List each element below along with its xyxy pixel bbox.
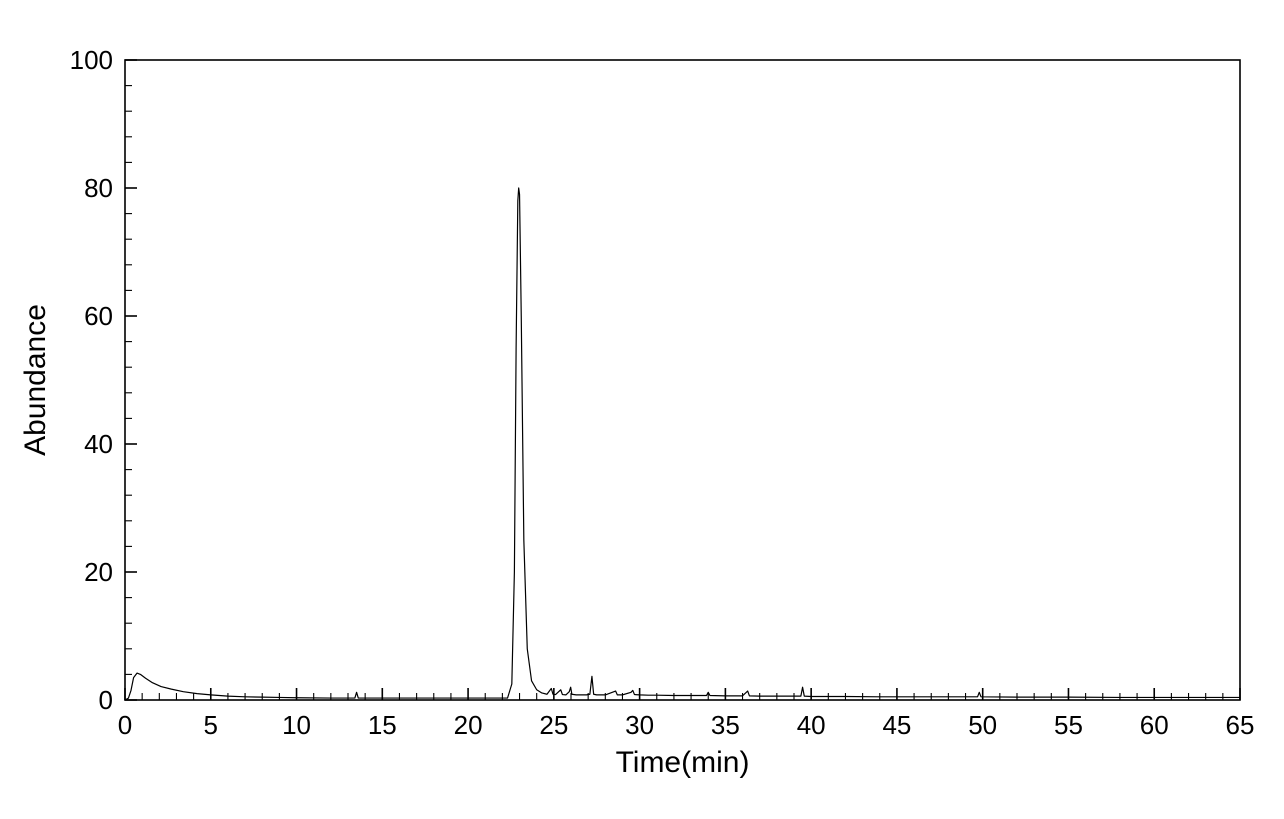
y-tick-label: 40	[84, 429, 113, 459]
x-tick-label: 5	[204, 710, 218, 740]
y-tick-label: 100	[70, 45, 113, 75]
x-tick-label: 20	[454, 710, 483, 740]
x-axis-label: Time(min)	[616, 746, 750, 779]
x-tick-label: 25	[539, 710, 568, 740]
x-tick-label: 15	[368, 710, 397, 740]
x-tick-label: 30	[625, 710, 654, 740]
y-tick-label: 20	[84, 557, 113, 587]
x-tick-label: 10	[282, 710, 311, 740]
y-tick-label: 0	[99, 685, 113, 715]
y-tick-label: 80	[84, 173, 113, 203]
chart-svg: 0 5 10 15 20 25 30 35 40 45 50 55 60 65 0 20 40 60 80 100 Ti…	[0, 0, 1284, 819]
y-axis-label: Abundance	[19, 304, 52, 456]
x-tick-label: 60	[1140, 710, 1169, 740]
chromatogram-chart: 0 5 10 15 20 25 30 35 40 45 50 55 60 65 0 20 40 60 80 100 Ti…	[0, 0, 1284, 819]
x-tick-label: 45	[882, 710, 911, 740]
y-tick-label: 60	[84, 301, 113, 331]
x-tick-label: 50	[968, 710, 997, 740]
x-tick-label: 55	[1054, 710, 1083, 740]
x-tick-label: 35	[711, 710, 740, 740]
x-tick-label: 65	[1226, 710, 1255, 740]
x-tick-label: 0	[118, 710, 132, 740]
x-tick-label: 40	[797, 710, 826, 740]
